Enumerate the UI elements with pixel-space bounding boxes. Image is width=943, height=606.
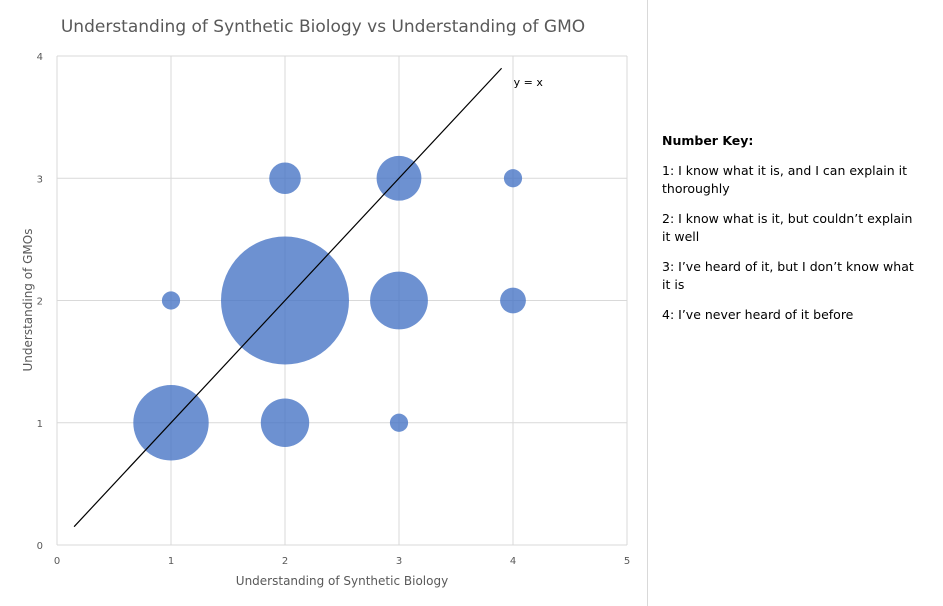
bubble	[503, 169, 523, 188]
x-tick-label: 3	[396, 556, 402, 567]
bubble	[370, 271, 428, 330]
x-tick-label: 1	[168, 556, 174, 567]
bubble	[260, 398, 310, 447]
x-tick-label: 0	[54, 556, 60, 567]
bubble	[500, 287, 526, 314]
y-axis-label: Understanding of GMOs	[21, 229, 35, 372]
key-item: 4: I’ve never heard of it before	[662, 307, 854, 322]
bubbles	[133, 155, 526, 461]
x-tick-label: 2	[282, 556, 288, 567]
y-tick-label: 4	[37, 52, 43, 63]
x-tick-label: 4	[510, 556, 516, 567]
key-item: 2: I know what is it, but couldn’t expla…	[662, 211, 913, 244]
reference-line	[73, 67, 503, 528]
bubble	[389, 413, 409, 432]
bubble-chart: Understanding of Synthetic Biology vs Un…	[21, 17, 631, 588]
tick-labels: 0 1 2 3 4 0 1 2 3 4 5	[37, 52, 631, 567]
key-item: 3: I’ve heard of it, but I don’t know wh…	[662, 259, 914, 292]
bubble	[269, 162, 301, 195]
y-tick-label: 2	[37, 297, 43, 308]
y-tick-label: 1	[37, 419, 43, 430]
reference-line-label: y = x	[514, 76, 544, 89]
y-tick-label: 3	[37, 174, 43, 185]
key-item: 1: I know what it is, and I can explain …	[662, 163, 908, 196]
y-tick-label: 0	[37, 541, 43, 552]
chart-area: Understanding of Synthetic Biology vs Un…	[21, 0, 648, 606]
x-tick-label: 5	[624, 556, 630, 567]
key-title: Number Key:	[662, 133, 754, 148]
chart-title: Understanding of Synthetic Biology vs Un…	[61, 17, 585, 37]
bubble	[161, 291, 181, 310]
reference-line-group: y = x	[73, 67, 544, 528]
number-key: Number Key: 1: I know what it is, and I …	[662, 132, 922, 336]
x-axis-label: Understanding of Synthetic Biology	[236, 574, 448, 588]
